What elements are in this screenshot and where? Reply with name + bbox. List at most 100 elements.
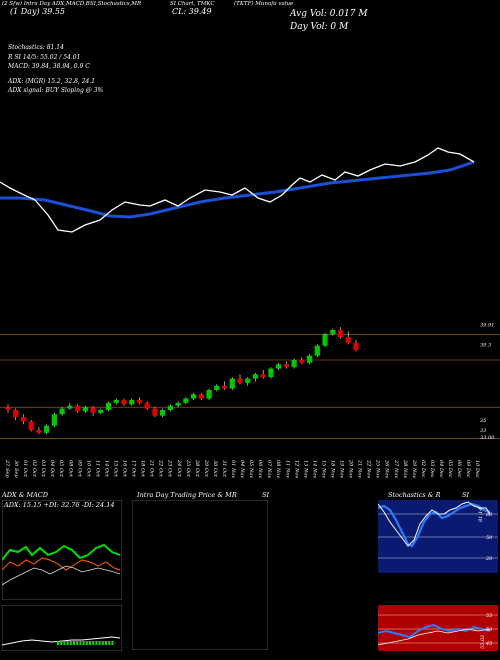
macd-hist-bar <box>63 641 66 645</box>
candle-body <box>283 364 289 368</box>
price-level-label: 33 <box>480 428 486 434</box>
candle-body <box>75 405 81 412</box>
date-label: 25 Oct <box>185 459 191 478</box>
candle-body <box>353 342 359 350</box>
price-level-label: 35 <box>480 418 486 424</box>
macd-readout: MACD: 39.84, 38.94, 0.9 C <box>8 63 90 70</box>
candle-body <box>221 385 228 389</box>
candle-body <box>144 402 150 409</box>
plus-di-line <box>2 543 121 561</box>
date-label: 16 Oct <box>122 460 128 478</box>
macd-hist-bar <box>69 641 72 645</box>
candle-body <box>337 330 344 338</box>
intraday-panel-title: Intra Day Trading Price & MR <box>137 491 237 499</box>
date-label: 05 Oct <box>58 460 64 478</box>
date-label: 23 Oct <box>167 459 173 478</box>
price-level-label: 39.91 <box>480 322 494 328</box>
candle-body <box>206 390 212 399</box>
macd-hist-bar <box>105 641 107 645</box>
candle-body <box>198 394 204 399</box>
macd-hist-bar <box>95 641 98 645</box>
candle-body <box>13 410 19 418</box>
date-label: 12 Nov <box>293 460 299 478</box>
si-readout: R SI 14/5: 55.02 / 54.01 <box>8 54 81 61</box>
candle-body <box>245 378 251 383</box>
date-label: 30 Oct <box>212 460 218 478</box>
price-level-label: 39.3 <box>480 342 491 348</box>
candle-body <box>105 402 112 410</box>
stoch-level-80: 80 <box>486 512 493 518</box>
candle-body <box>113 400 119 403</box>
candle-body <box>252 374 259 379</box>
stoch-level-50: 50 <box>486 535 493 541</box>
candle-body <box>152 408 158 416</box>
date-label: 24 Oct <box>176 459 182 478</box>
price-level-label: 33.00 <box>480 435 495 441</box>
date-label: 03 Oct <box>40 460 46 478</box>
date-label: 03 Dec <box>429 460 435 478</box>
day-vol: Day Vol: 0 M <box>290 22 349 32</box>
candle-body <box>214 385 220 390</box>
adx-readout: ADX: (MGR) 15.2, 32.8, 24.1 <box>8 78 96 85</box>
date-label: 18 Nov <box>329 460 335 478</box>
stoch-level-20: 20 <box>485 556 493 562</box>
date-label: 09 Dec <box>465 460 471 478</box>
date-label: 29 Nov <box>411 459 417 478</box>
macd-hist-bar <box>89 641 91 645</box>
candle-body <box>291 360 297 368</box>
date-label: 08 Oct <box>67 460 73 478</box>
candle-body <box>51 414 57 426</box>
date-label: 26 Nov <box>384 459 390 478</box>
macd-hist-bar <box>79 641 82 645</box>
date-label: 02 Oct <box>31 460 37 478</box>
date-label: 22 Oct <box>158 459 164 478</box>
date-label: 08 Nov <box>275 460 281 478</box>
stoch-readout: Stochastics: 81.14 <box>8 44 64 51</box>
adx-line <box>2 565 121 586</box>
date-label: 21 Nov <box>357 459 363 478</box>
date-label: 06 Nov <box>257 460 263 478</box>
stoch-d-line <box>378 501 491 547</box>
candle-body <box>314 345 320 356</box>
rsi-level-50: 50 <box>486 627 493 633</box>
intraday-panel <box>132 500 268 650</box>
minus-di-line <box>2 557 121 571</box>
date-label: 11 Oct <box>94 460 100 478</box>
date-label: 22 Nov <box>366 459 372 478</box>
date-label: 04 Dec <box>438 460 444 478</box>
date-label: 21 Oct <box>149 459 155 478</box>
date-label: 11 Nov <box>284 460 290 478</box>
stoch-panel-title: Stochastics & R <box>388 491 441 499</box>
date-label: 31 Oct <box>221 460 227 478</box>
macd-hist-bar <box>66 641 69 645</box>
date-label: 27 Sep <box>4 459 10 478</box>
candle-body <box>129 400 135 405</box>
adx-signal: ADX signal: BUY Sloping @ 3% <box>8 87 104 94</box>
date-label: 04 Oct <box>49 460 55 478</box>
adx-panel-title: ADX & MACD <box>2 491 48 499</box>
header-line-3: SI Chart, TMKC <box>170 1 215 7</box>
date-label: 10 Dec <box>474 460 480 478</box>
rsi-value: 55.02 <box>480 635 486 649</box>
date-label: 28 Oct <box>194 459 200 478</box>
macd-hist-bar <box>98 641 101 645</box>
rsi-level-45: 45 <box>485 641 492 647</box>
candle-body <box>98 410 104 413</box>
candle-body <box>82 407 88 412</box>
candle-body <box>136 400 143 403</box>
candle-body <box>175 402 181 406</box>
stoch-panel-si: SI <box>462 491 470 499</box>
candle-body <box>160 410 166 416</box>
candle-body <box>299 360 305 363</box>
macd-hist-bar <box>85 641 88 645</box>
date-label: 05 Nov <box>248 460 254 478</box>
close-price: CL: 39.49 <box>172 7 212 16</box>
rsi-line <box>378 623 491 639</box>
candle-body <box>90 407 96 413</box>
candle-body <box>260 374 266 378</box>
stochastics-panel: 80 50 20 81.14 <box>378 500 498 573</box>
header-line-4: (TKTF) Munafa value <box>234 1 294 7</box>
adx-panel <box>2 500 122 600</box>
stoch-value: 81.14 <box>478 508 484 522</box>
